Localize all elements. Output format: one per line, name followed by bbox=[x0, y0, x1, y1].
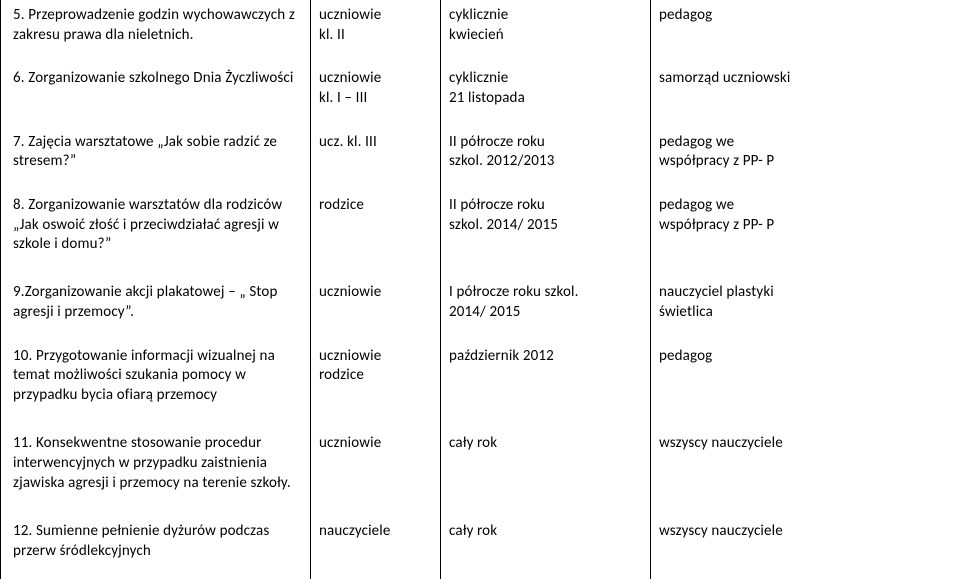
cell-text: cały rok bbox=[449, 522, 642, 542]
cell-text: 5. Przeprowadzenie godzin wychowawczych … bbox=[13, 6, 300, 46]
table-row: 8. Zorganizowanie warsztatów dla rodzicó… bbox=[1, 190, 960, 278]
table-row: 7. Zajęcia warsztatowe „Jak sobie radzić… bbox=[1, 127, 960, 190]
cell-text: 11. Konsekwentne stosowanie procedur int… bbox=[13, 434, 300, 493]
cell-text: samorząd uczniowski bbox=[659, 69, 952, 89]
cell-text: nauczyciele bbox=[319, 522, 432, 542]
cell-text: pedagog bbox=[659, 347, 952, 367]
cell-text: uczniowie bbox=[319, 434, 432, 454]
cell-text: ucz. kl. III bbox=[319, 133, 432, 153]
table-row: 12. Sumienne pełnienie dyżurów podczas p… bbox=[1, 516, 960, 579]
cell-text: 6. Zorganizowanie szkolnego Dnia Życzliw… bbox=[13, 69, 300, 89]
table-row: 5. Przeprowadzenie godzin wychowawczych … bbox=[1, 0, 960, 63]
cell-text: 10. Przygotowanie informacji wizualnej n… bbox=[13, 347, 300, 406]
cell-text: uczniowie rodzice bbox=[319, 347, 432, 387]
cell-text: wszyscy nauczyciele bbox=[659, 522, 952, 542]
cell-text: 7. Zajęcia warsztatowe „Jak sobie radzić… bbox=[13, 133, 300, 173]
cell-text: nauczyciel plastyki świetlica bbox=[659, 283, 952, 323]
cell-text: 8. Zorganizowanie warsztatów dla rodzicó… bbox=[13, 196, 300, 255]
page: 5. Przeprowadzenie godzin wychowawczych … bbox=[0, 0, 960, 579]
table-row: 6. Zorganizowanie szkolnego Dnia Życzliw… bbox=[1, 63, 960, 126]
cell-text: pedagog we współpracy z PP- P bbox=[659, 196, 952, 236]
plan-table: 5. Przeprowadzenie godzin wychowawczych … bbox=[0, 0, 960, 579]
table-row: 9.Zorganizowanie akcji plakatowej – „ St… bbox=[1, 277, 960, 340]
cell-text: I półrocze roku szkol. 2014/ 2015 bbox=[449, 283, 642, 323]
cell-text: uczniowie kl. I – III bbox=[319, 69, 432, 109]
cell-text: cały rok bbox=[449, 434, 642, 454]
cell-text: cyklicznie 21 listopada bbox=[449, 69, 642, 109]
cell-text: wszyscy nauczyciele bbox=[659, 434, 952, 454]
cell-text: październik 2012 bbox=[449, 347, 642, 367]
cell-text: 12. Sumienne pełnienie dyżurów podczas p… bbox=[13, 522, 300, 562]
cell-text: uczniowie bbox=[319, 283, 432, 303]
cell-text: pedagog bbox=[659, 6, 952, 26]
table-row: 11. Konsekwentne stosowanie procedur int… bbox=[1, 428, 960, 516]
cell-text: II półrocze roku szkol. 2012/2013 bbox=[449, 133, 642, 173]
cell-text: pedagog we współpracy z PP- P bbox=[659, 133, 952, 173]
cell-text: uczniowie kl. II bbox=[319, 6, 432, 46]
table-row: 10. Przygotowanie informacji wizualnej n… bbox=[1, 341, 960, 429]
cell-text: II półrocze roku szkol. 2014/ 2015 bbox=[449, 196, 642, 236]
cell-text: rodzice bbox=[319, 196, 432, 216]
cell-text: 9.Zorganizowanie akcji plakatowej – „ St… bbox=[13, 283, 300, 323]
cell-text: cyklicznie kwiecień bbox=[449, 6, 642, 46]
